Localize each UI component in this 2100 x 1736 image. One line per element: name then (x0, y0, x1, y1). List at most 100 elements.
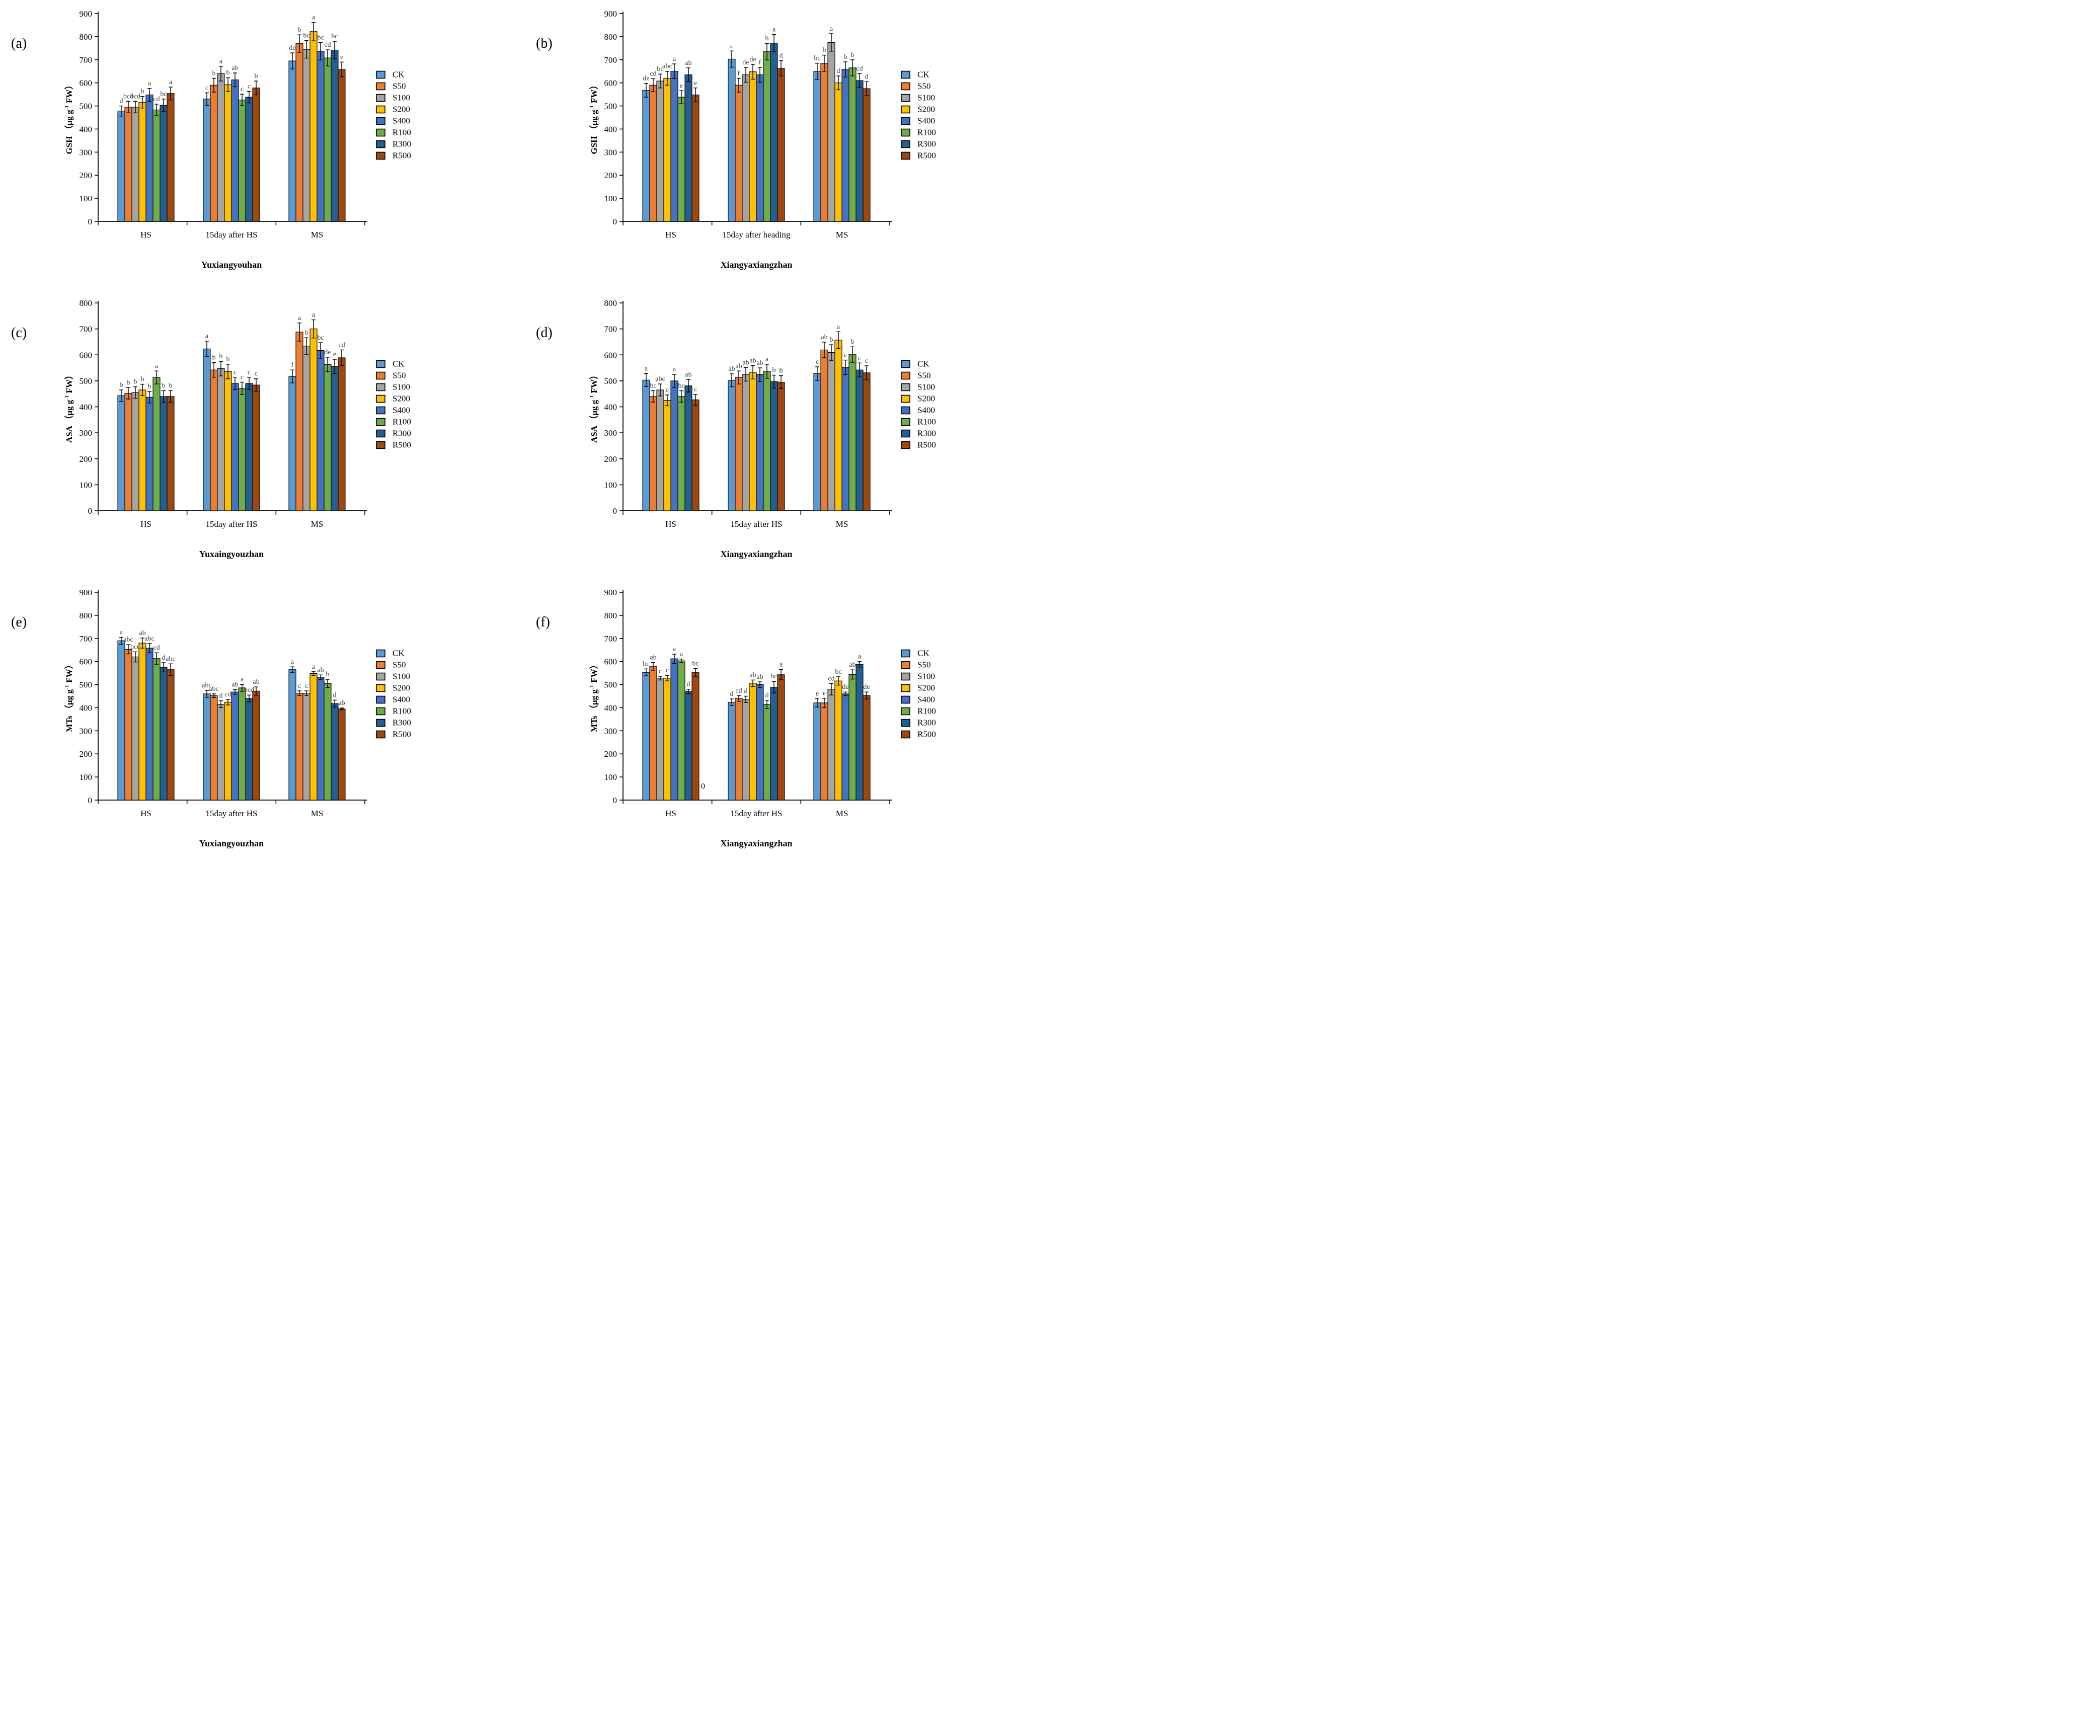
sig-letter: b (148, 383, 151, 390)
y-tick-label: 200 (604, 454, 617, 464)
sig-letter: bc (317, 34, 324, 41)
bar-S50-MS (820, 63, 828, 222)
x-group-label: HS (665, 230, 676, 240)
bar-CK-15day after HS (728, 701, 736, 801)
x-group-label: 15day after HS (206, 809, 258, 818)
y-tick-label: 300 (80, 726, 93, 736)
y-tick-label: 100 (80, 772, 93, 782)
bar-S200-15day after HS (224, 371, 232, 511)
bar-R100-MS (324, 364, 332, 511)
sig-letter: c (305, 682, 308, 690)
panel-d: (d) 0 100 200 300 400 500 600 700 800 HS a bc abc c a bc… (525, 289, 1050, 579)
legend-swatch-R100 (901, 128, 910, 137)
sig-letter: c (694, 386, 697, 393)
legend-label-R500: R500 (917, 730, 936, 739)
bar-S50-HS (124, 393, 132, 511)
bar-R300-MS (855, 664, 864, 801)
sig-letter: b (226, 69, 230, 77)
y-tick-label: 400 (604, 124, 617, 134)
sig-letter: b (844, 53, 847, 61)
sig-letter: b (141, 376, 144, 383)
sig-letter: ab (849, 661, 855, 669)
sig-letter: c (241, 373, 244, 381)
bar-R100-15day after HS (763, 704, 771, 801)
bar-S400-HS (145, 397, 153, 511)
panel-label: (d) (536, 325, 553, 341)
sig-letter: e (823, 690, 826, 697)
bar-R100-MS (848, 67, 857, 222)
x-axis-title: Xiangyaxiangzhan (720, 549, 792, 559)
legend-label-CK: CK (393, 359, 405, 369)
sig-letter: b (127, 379, 130, 386)
legend-swatch-R500 (901, 151, 910, 160)
bar-CK-HS (117, 111, 125, 222)
sig-letter: e (694, 80, 697, 87)
sig-letter: bcd (130, 93, 140, 100)
legend-swatch-R100 (376, 418, 385, 426)
legend-swatch-S400 (901, 406, 910, 415)
sig-letter: b (212, 69, 216, 77)
bar-S200-15day after HS (224, 701, 232, 801)
legend-swatch-R100 (901, 707, 910, 716)
y-axis-title: MTs （μg g-1 FW） (589, 660, 599, 732)
y-tick-label: 200 (604, 749, 617, 759)
bar-S50-15day after HS (735, 377, 743, 511)
bar-S50-MS (820, 702, 828, 801)
sig-letter: bcd (244, 686, 254, 694)
sig-letter: b (851, 51, 854, 59)
y-tick-label: 0 (88, 217, 93, 226)
sig-letter: d (687, 681, 690, 688)
y-tick-label: 700 (604, 325, 617, 334)
bar-R100-15day after HS (238, 687, 246, 801)
bar-S100-HS (656, 678, 664, 801)
bar-S100-MS (827, 352, 835, 511)
legend-label-S200: S200 (393, 105, 410, 114)
bar-R500-15day after HS (777, 381, 785, 511)
sig-letter: bc (331, 33, 338, 40)
bar-R100-HS (152, 109, 161, 222)
sig-letter: a (673, 55, 676, 63)
legend-label-R500: R500 (917, 440, 936, 450)
sig-letter: bc (835, 668, 841, 676)
bar-S200-15day after HS (224, 84, 232, 222)
bar-S100-MS (302, 692, 310, 801)
legend-swatch-S50 (901, 82, 910, 91)
legend-swatch-S50 (901, 661, 910, 669)
bar-S400-MS (317, 51, 325, 222)
sig-letter: a (645, 365, 648, 372)
sig-letter: a (858, 653, 862, 661)
sig-letter: c (234, 369, 237, 376)
sig-letter: b (169, 382, 173, 389)
sig-letter: d (120, 98, 123, 105)
legend-swatch-S100 (901, 672, 910, 681)
legend-label-S200: S200 (917, 394, 935, 404)
legend-label-S50: S50 (917, 371, 930, 380)
legend-label-S100: S100 (393, 382, 410, 392)
bar-CK-MS (813, 702, 821, 801)
bar-R500-MS (338, 357, 346, 511)
x-group-label: HS (665, 809, 676, 818)
sig-letter: b (305, 329, 308, 337)
bar-S400-HS (670, 71, 678, 222)
sig-letter: c (666, 667, 669, 674)
sig-letter: d (837, 67, 840, 75)
sig-letter: d (865, 73, 869, 81)
bar-S100-MS (302, 49, 310, 222)
x-group-label: MS (311, 230, 324, 240)
bar-R500-HS (167, 396, 175, 511)
sig-letter: f (291, 361, 294, 369)
legend-swatch-S100 (376, 672, 385, 681)
sig-letter: de (643, 75, 649, 83)
legend-label-R300: R300 (917, 429, 936, 438)
panel-c: (c) 0 100 200 300 400 500 600 700 800 HS b b b b b a b b 15… (0, 289, 525, 579)
sig-letter: ab (728, 365, 735, 373)
legend-label-R100: R100 (393, 706, 411, 716)
legend-label-CK: CK (917, 70, 929, 80)
y-tick-label: 0 (613, 506, 617, 516)
sig-letter: ab (685, 59, 691, 67)
legend-label-S200: S200 (393, 683, 410, 693)
legend-label-R100: R100 (917, 417, 936, 427)
legend-swatch-S100 (901, 94, 910, 102)
legend-label-S100: S100 (917, 93, 935, 103)
